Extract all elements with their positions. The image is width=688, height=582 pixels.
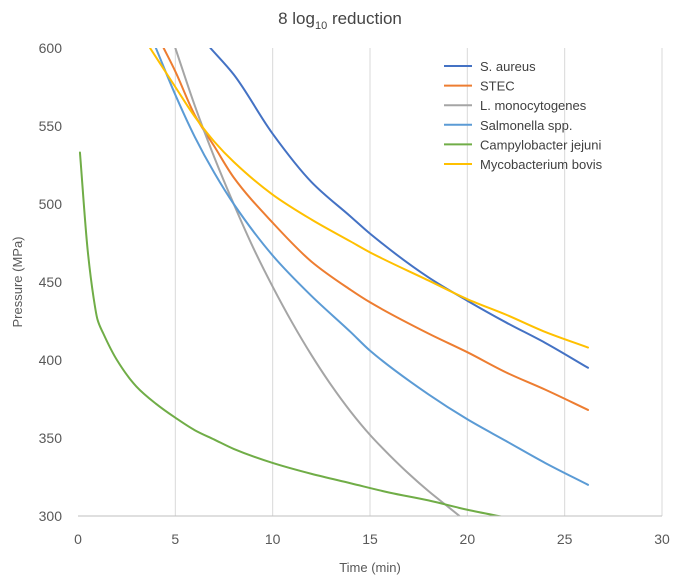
chart-legend: S. aureus STEC L. monocytogenes Salmonella …	[444, 59, 603, 172]
chart-title: 8 log10 reduction	[278, 9, 402, 32]
x-tick-label: 30	[654, 531, 670, 547]
x-axis-ticks: 0 5 10 15 20 25 30	[74, 531, 670, 547]
legend-label: Campylobacter jejuni	[480, 137, 602, 152]
series-line-s-aureus	[209, 48, 590, 369]
x-tick-label: 5	[171, 531, 179, 547]
y-tick-label: 400	[39, 352, 63, 368]
plot-area	[78, 48, 590, 516]
legend-item: S. aureus	[444, 59, 536, 74]
legend-label: S. aureus	[480, 59, 536, 74]
y-tick-label: 300	[39, 508, 63, 524]
y-tick-label: 550	[39, 118, 63, 134]
legend-item: Campylobacter jejuni	[444, 137, 602, 152]
y-tick-label: 500	[39, 196, 63, 212]
y-axis-ticks: 300 350 400 450 500 550 600	[39, 40, 63, 524]
legend-label: L. monocytogenes	[480, 98, 587, 113]
series-line-mycobacterium-bovis	[149, 48, 590, 349]
series-line-l-monocytogenes	[174, 48, 461, 516]
series-line-salmonella-spp	[154, 48, 590, 486]
x-tick-label: 10	[265, 531, 281, 547]
legend-item: L. monocytogenes	[444, 98, 587, 113]
legend-label: Salmonella spp.	[480, 118, 573, 133]
series-line-campylobacter-jejuni	[78, 151, 504, 516]
legend-item: Salmonella spp.	[444, 118, 573, 133]
legend-label: STEC	[480, 79, 515, 94]
y-tick-label: 450	[39, 274, 63, 290]
x-axis-label: Time (min)	[339, 560, 401, 575]
legend-label: Mycobacterium bovis	[480, 157, 603, 172]
x-tick-label: 15	[362, 531, 378, 547]
vertical-gridlines	[174, 48, 663, 516]
x-tick-label: 0	[74, 531, 82, 547]
y-tick-label: 600	[39, 40, 63, 56]
x-tick-label: 20	[460, 531, 476, 547]
y-axis-label: Pressure (MPa)	[10, 236, 25, 327]
legend-item: Mycobacterium bovis	[444, 157, 603, 172]
x-tick-label: 25	[557, 531, 573, 547]
legend-item: STEC	[444, 79, 515, 94]
y-tick-label: 350	[39, 430, 63, 446]
